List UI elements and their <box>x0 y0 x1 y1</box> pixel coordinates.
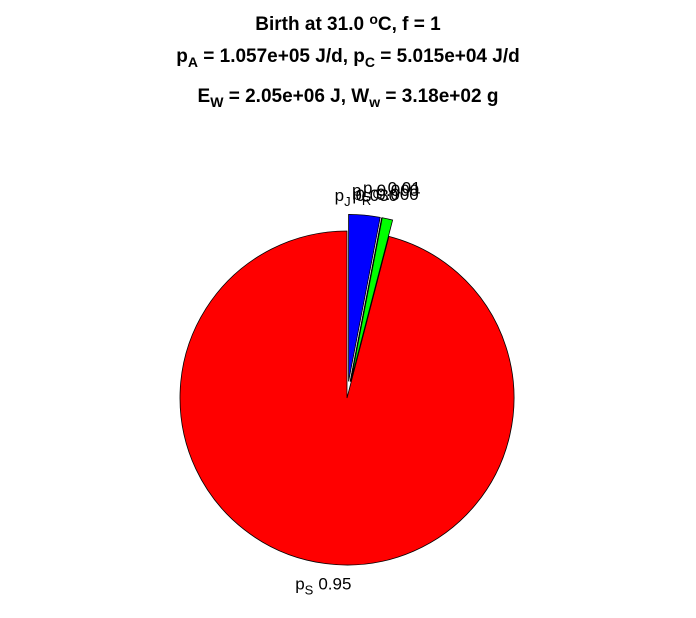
subscript: R <box>362 192 371 207</box>
subscript: C <box>365 54 375 70</box>
subscript: J <box>344 194 351 209</box>
text-part: = 1.057e+05 J/d, p <box>198 46 365 67</box>
subscript: S <box>305 582 314 597</box>
supscript: o <box>369 11 378 27</box>
slice-label: pR 0.000 <box>352 185 418 208</box>
chart-title: pA = 1.057e+05 J/d, pC = 5.015e+04 J/d <box>176 46 519 70</box>
value-label: 0.01 <box>388 178 421 197</box>
pie-slice <box>350 217 394 382</box>
pie-slice <box>349 217 383 382</box>
slice-label: pG 0.01 <box>363 178 421 201</box>
subscript: w <box>368 94 380 110</box>
text-part: p <box>352 181 361 200</box>
value-label: 0.030 <box>356 186 399 205</box>
slice-label: pJ 0.030 <box>335 186 399 209</box>
subscript: G <box>373 186 383 201</box>
chart-title: EW = 2.05e+06 J, Ww = 3.18e+02 g <box>198 86 499 110</box>
text-part: Birth at 31.0 <box>255 14 369 35</box>
chart-title: Birth at 31.0 oC, f = 1 <box>255 11 441 35</box>
subscript: G <box>361 188 371 203</box>
text-part: = 3.18e+02 g <box>380 86 498 107</box>
text-part: p <box>176 46 188 67</box>
text-part: p <box>295 575 304 594</box>
text-part: E <box>198 86 211 107</box>
text-part: C, f = 1 <box>378 14 441 35</box>
value-label: 0.95 <box>318 575 351 594</box>
subscript: A <box>188 54 198 70</box>
value-label: 0.000 <box>377 181 420 200</box>
slice-label: pG 0.000 <box>352 181 419 204</box>
slice-label: pS 0.95 <box>295 575 351 598</box>
pie-slice <box>179 230 515 566</box>
text-part: p <box>363 178 372 197</box>
text-part: p <box>335 186 344 205</box>
subscript: W <box>210 94 224 110</box>
text-part: = 5.015e+04 J/d <box>375 46 520 67</box>
text-part: = 2.05e+06 J, W <box>223 86 369 107</box>
pie-slice <box>348 213 381 382</box>
text-part: p <box>352 185 361 204</box>
value-label: 0.000 <box>376 185 419 204</box>
